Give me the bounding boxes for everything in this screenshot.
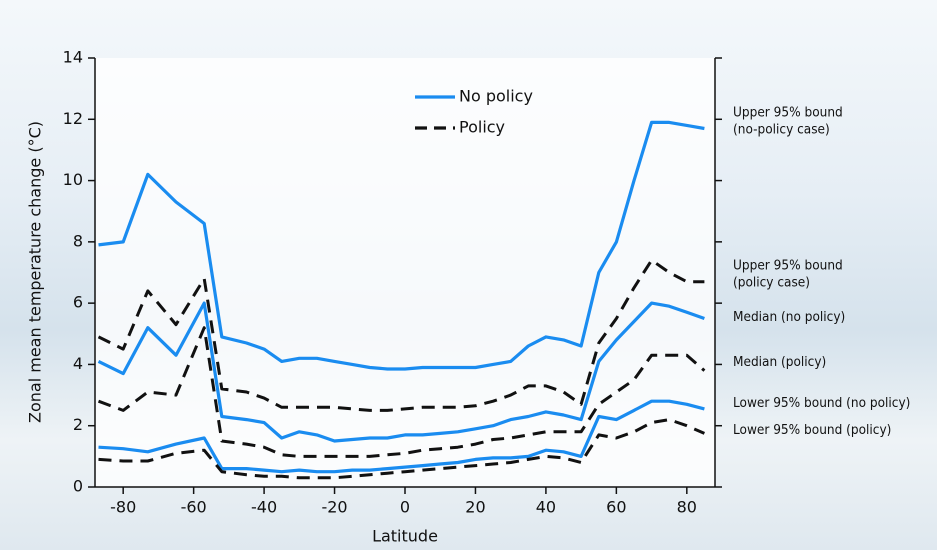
x-tick-label: 80 bbox=[677, 498, 697, 517]
y-tick-label: 10 bbox=[63, 170, 83, 189]
x-tick-label: -40 bbox=[251, 498, 277, 517]
y-tick-label: 8 bbox=[73, 231, 83, 250]
curve-annotation: Lower 95% bound (no policy) bbox=[733, 395, 910, 411]
curve-annotation: (no-policy case) bbox=[733, 122, 830, 138]
legend-label: Policy bbox=[459, 118, 505, 137]
x-tick-label: 60 bbox=[606, 498, 626, 517]
y-tick-label: 12 bbox=[63, 109, 83, 128]
y-tick-label: 6 bbox=[73, 293, 83, 312]
curve-annotation: Median (no policy) bbox=[733, 309, 845, 325]
x-tick-label: -60 bbox=[181, 498, 207, 517]
y-tick-label: 4 bbox=[73, 354, 83, 373]
y-axis-label: Zonal mean temperature change (°C) bbox=[26, 121, 45, 423]
curve-annotation: (policy case) bbox=[733, 275, 810, 291]
y-tick-label: 2 bbox=[73, 415, 83, 434]
curve-annotation: Lower 95% bound (policy) bbox=[733, 422, 891, 438]
curve-annotation: Upper 95% bound bbox=[733, 105, 843, 121]
x-tick-label: 20 bbox=[465, 498, 485, 517]
x-tick-label: -80 bbox=[110, 498, 136, 517]
curve-annotation: Median (policy) bbox=[733, 354, 826, 370]
x-tick-label: 0 bbox=[400, 498, 410, 517]
x-tick-label: 40 bbox=[536, 498, 556, 517]
curve-annotation: Upper 95% bound bbox=[733, 258, 843, 274]
plot-area bbox=[95, 58, 715, 487]
chart: Zonal mean temperature change (°C) Latit… bbox=[0, 0, 937, 550]
legend-label: No policy bbox=[459, 87, 533, 106]
x-axis-label: Latitude bbox=[372, 527, 438, 546]
page: Zonal mean temperature change (°C) Latit… bbox=[0, 0, 937, 550]
y-tick-label: 0 bbox=[73, 477, 83, 496]
x-tick-label: -20 bbox=[321, 498, 347, 517]
y-tick-label: 14 bbox=[63, 48, 83, 67]
